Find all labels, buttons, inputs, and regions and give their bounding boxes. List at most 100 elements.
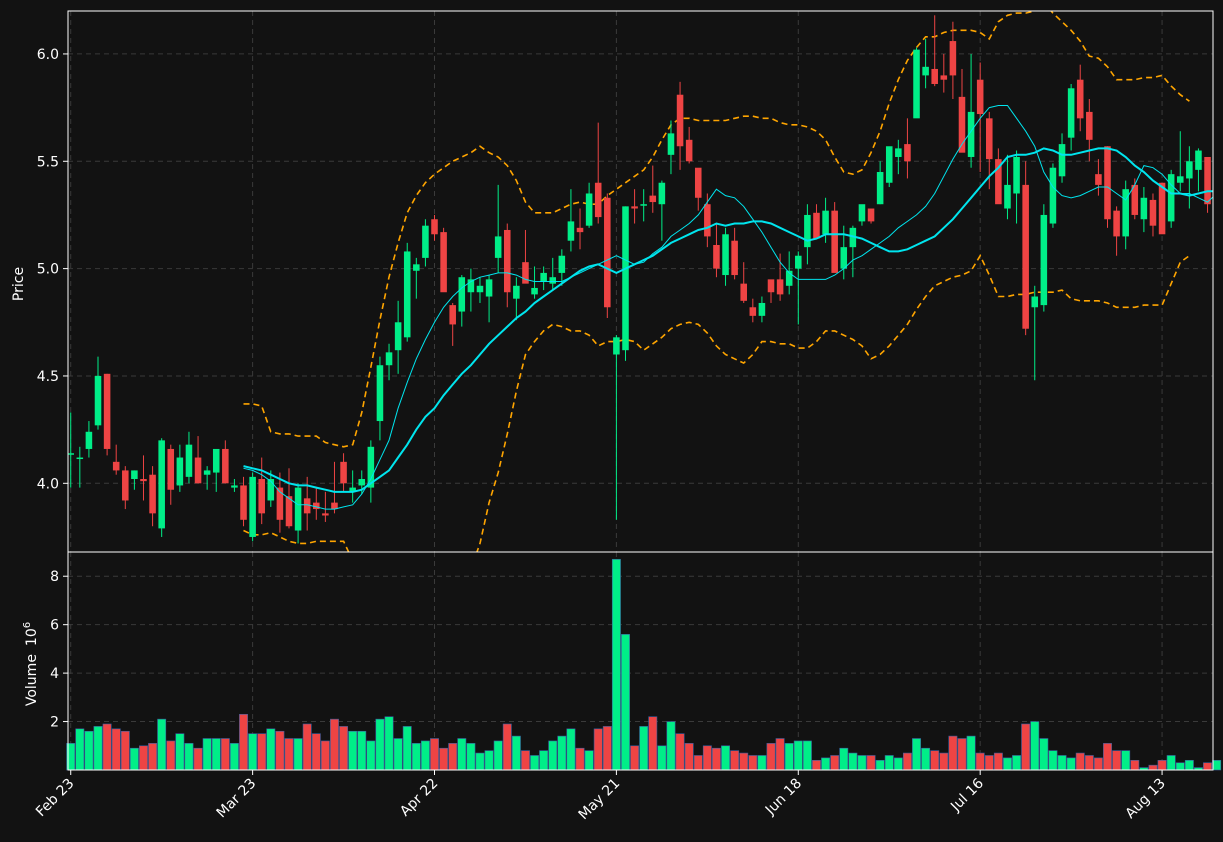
bollinger-lower-line: [243, 254, 1190, 552]
volume-bar: [966, 735, 976, 771]
candle-body: [713, 245, 720, 269]
candle-body: [622, 206, 629, 351]
candle-body: [76, 457, 84, 460]
candle-body: [822, 210, 829, 235]
volume-bar: [748, 755, 758, 771]
volume-bar: [1203, 762, 1212, 771]
volume-bar: [530, 755, 539, 771]
volume-bar: [1048, 750, 1058, 771]
volume-bar: [639, 726, 649, 771]
volume-bar: [611, 558, 621, 771]
candle-body: [1176, 176, 1184, 183]
candle-body: [1158, 182, 1166, 235]
volume-bar: [193, 747, 203, 771]
volume-bar: [93, 726, 103, 771]
volume-tick-label: 8: [50, 569, 59, 585]
candle-body: [103, 373, 111, 449]
volume-bar: [1030, 721, 1040, 771]
candle-body: [895, 148, 902, 157]
volume-bar: [848, 752, 858, 771]
candles: [68, 15, 1211, 544]
volume-bar: [875, 760, 885, 771]
volume-bar: [220, 738, 230, 771]
price-axis-title: Price: [11, 267, 27, 301]
volume-bar: [1039, 738, 1049, 771]
candle-body: [1167, 174, 1175, 222]
candle-body: [549, 277, 557, 284]
candle-body: [158, 440, 165, 529]
candle-body: [1013, 156, 1020, 194]
volume-bar: [584, 750, 594, 771]
candle-body: [531, 287, 538, 295]
candle-body: [758, 302, 766, 316]
candle-body: [785, 270, 793, 286]
candle-body: [1095, 174, 1102, 185]
volume-bar: [439, 747, 449, 771]
volume-bar: [766, 743, 776, 771]
volume-bar: [275, 730, 285, 771]
volume-bar: [175, 733, 185, 771]
candle-body: [1104, 146, 1111, 220]
volume-bar: [466, 743, 476, 771]
candle-body: [558, 255, 566, 273]
volume-bar: [202, 738, 212, 771]
volume-bar: [1148, 764, 1158, 771]
volume-bar: [921, 747, 931, 771]
volume-bar: [302, 723, 312, 771]
candle-body: [358, 479, 366, 486]
candle-body: [576, 227, 584, 233]
candle-body: [1067, 88, 1075, 138]
candle-body: [976, 79, 984, 115]
candle-body: [885, 146, 893, 183]
volume-bar: [884, 755, 894, 771]
candle-body: [85, 431, 93, 449]
volume-bar: [120, 730, 130, 771]
candle-body: [212, 448, 220, 473]
volume-bar: [1121, 750, 1131, 771]
volume-bar: [621, 634, 630, 771]
candle-body: [403, 251, 411, 338]
volume-bar: [484, 750, 494, 771]
candle-body: [795, 255, 802, 269]
volume-bar: [793, 740, 803, 771]
volume-bar: [666, 721, 676, 771]
moving-average-fast-line: [243, 105, 1213, 510]
candle-body: [1022, 184, 1029, 329]
volume-bar: [893, 757, 903, 771]
candle-body: [294, 487, 302, 531]
volume-bar: [184, 743, 194, 771]
candle-body: [749, 307, 757, 316]
candle-body: [1149, 199, 1157, 226]
candle-body: [876, 172, 884, 205]
volume-bar: [257, 733, 267, 771]
candle-body: [476, 285, 484, 293]
volume-bar: [1093, 757, 1103, 771]
volume-panel-frame: [67, 551, 1214, 771]
candle-body: [631, 206, 638, 209]
volume-bar: [802, 740, 812, 771]
candle-body: [722, 234, 729, 276]
volume-bar: [957, 738, 967, 771]
volume-bar: [1212, 760, 1222, 771]
candle-body: [658, 182, 666, 205]
candle-body: [376, 365, 384, 422]
candle-body: [331, 502, 338, 510]
candle-body: [940, 75, 948, 80]
volume-bar: [930, 750, 940, 771]
volume-bar: [693, 755, 703, 771]
volume-bar: [866, 755, 876, 771]
candle-body: [1131, 184, 1139, 215]
candle-body: [831, 210, 838, 273]
volume-bar: [602, 726, 612, 771]
volume-bar: [448, 743, 458, 771]
candle-body: [413, 264, 420, 271]
candle-body: [604, 197, 611, 308]
candle-body: [385, 352, 393, 366]
volume-bar: [357, 730, 367, 771]
volume-bar: [657, 745, 667, 771]
candle-body: [685, 139, 693, 162]
candle-body: [303, 498, 311, 514]
volume-bar: [475, 752, 485, 771]
volume-bar: [430, 738, 439, 771]
volume-bar: [457, 738, 467, 771]
